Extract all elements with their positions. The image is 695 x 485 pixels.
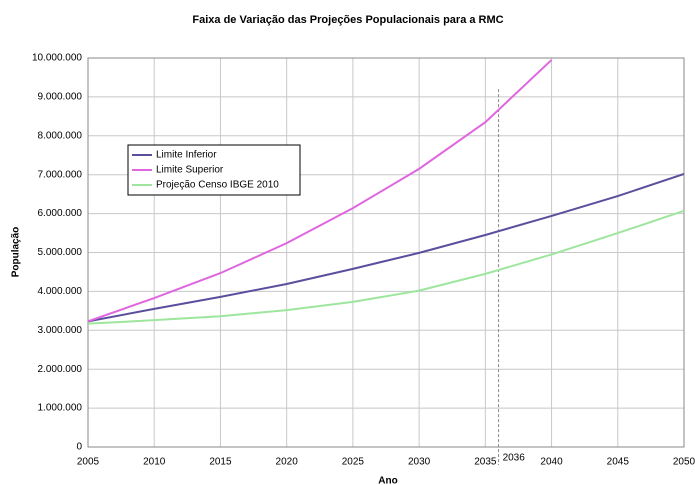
chart-title: Faixa de Variação das Projeções Populaci… [192,14,503,26]
legend-label: Projeção Censo IBGE 2010 [156,180,279,191]
y-tick-label: 9.000.000 [38,92,83,103]
y-tick-label: 6.000.000 [38,208,83,219]
series-line [88,209,684,325]
y-tick-label: 2.000.000 [38,364,83,375]
x-tick-label: 2020 [276,457,299,468]
y-axis-label: População [11,227,22,278]
y-tick-label: 5.000.000 [38,247,83,258]
x-tick-label: 2015 [209,457,232,468]
x-tick-label: 2005 [77,457,100,468]
legend-box [127,144,301,196]
x-tick-label: 2025 [342,457,365,468]
series-line [88,59,553,323]
x-tick-label: 2045 [607,457,630,468]
series-line [88,172,684,323]
y-tick-label: 8.000.000 [38,130,83,141]
plot-border [87,57,685,448]
y-tick-label: 3.000.000 [38,325,83,336]
x-tick-label: 2040 [540,457,563,468]
y-tick-label: 0 [76,442,82,453]
y-tick-label: 7.000.000 [38,169,83,180]
y-tick-label: 10.000.000 [32,53,82,64]
x-axis-label: Ano [378,476,397,485]
x-tick-label: 2030 [408,457,431,468]
reference-label: 2036 [503,453,526,464]
x-tick-label: 2050 [673,457,695,468]
legend-label: Limite Inferior [156,150,217,161]
y-tick-label: 4.000.000 [38,286,83,297]
x-tick-label: 2010 [143,457,166,468]
x-tick-label: 2035 [474,457,497,468]
y-tick-label: 1.000.000 [38,403,83,414]
legend-label: Limite Superior [156,165,224,176]
